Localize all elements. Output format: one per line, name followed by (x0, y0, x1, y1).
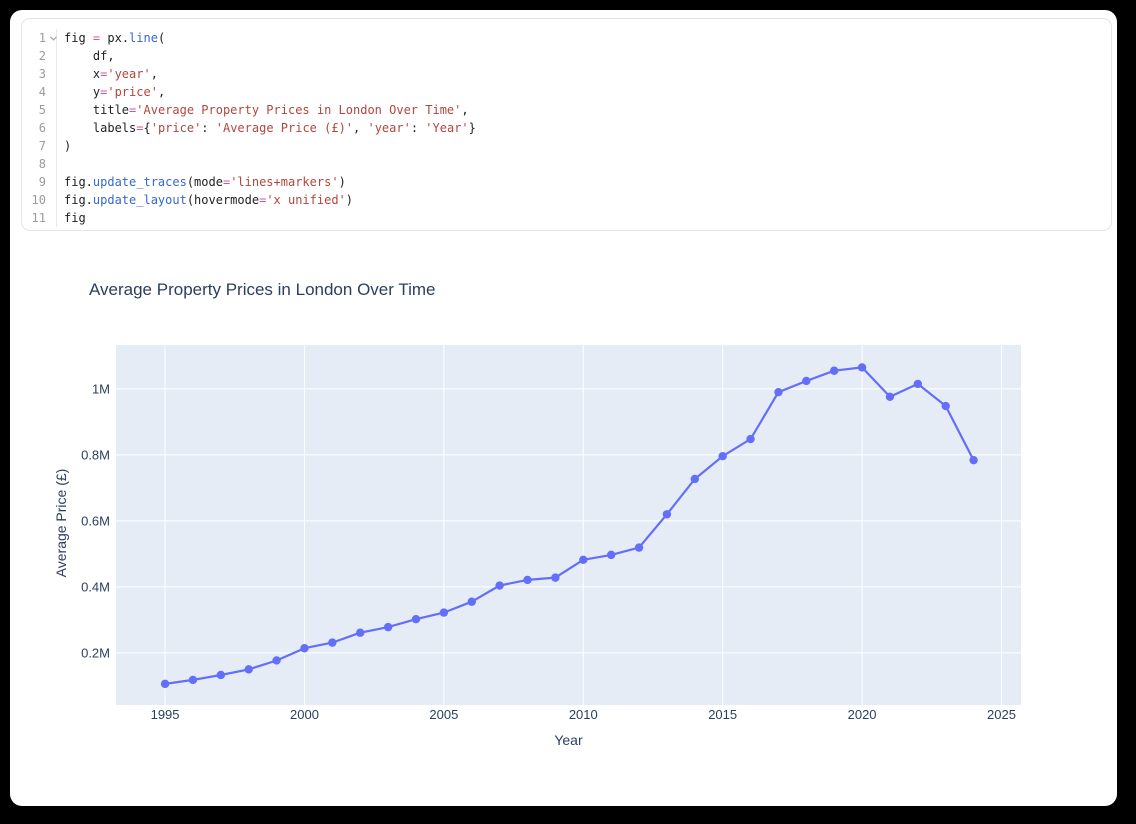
price-line-series[interactable] (164, 366, 975, 686)
y-tick-label: 0.2M (81, 646, 110, 661)
data-point-1995[interactable] (160, 679, 170, 689)
line-number: 10 (22, 191, 57, 209)
data-point-2001[interactable] (328, 638, 337, 647)
data-point-2005[interactable] (439, 608, 449, 617)
data-point-2022[interactable] (913, 379, 923, 389)
data-point-2021[interactable] (885, 392, 895, 402)
line-number: 11 (22, 209, 57, 227)
x-tick-label: 2000 (290, 707, 319, 722)
data-point-2014[interactable] (690, 474, 699, 484)
data-point-2020[interactable] (857, 363, 867, 372)
data-point-2000[interactable] (300, 644, 309, 653)
x-tick-label: 2010 (569, 707, 598, 722)
line-number: 1 (22, 29, 57, 47)
line-number: 9 (22, 173, 57, 191)
x-tick-label: 2005 (429, 707, 458, 722)
x-tick-label: 2025 (987, 707, 1016, 722)
code-line-text: y='price', (64, 85, 166, 99)
data-point-2015[interactable] (718, 452, 727, 461)
data-point-2004[interactable] (411, 615, 421, 624)
chart-title: Average Property Prices in London Over T… (89, 280, 436, 299)
data-point-2009[interactable] (551, 573, 560, 582)
code-line-text: ) (64, 139, 72, 153)
data-point-2003[interactable] (383, 622, 393, 632)
x-tick-label: 2020 (848, 707, 877, 722)
data-point-1999[interactable] (272, 656, 281, 665)
code-line-3: 3 x='year', (22, 65, 1111, 83)
data-point-1996[interactable] (188, 675, 198, 685)
data-point-2018[interactable] (802, 376, 811, 386)
code-line-2: 2 df, (22, 47, 1111, 65)
data-point-2017[interactable] (774, 387, 783, 397)
line-number: 8 (22, 155, 57, 173)
line-number: 2 (22, 47, 57, 65)
code-line-9: 9 fig.update_traces(mode='lines+markers') (22, 173, 1111, 191)
data-point-2002[interactable] (356, 628, 365, 637)
code-line-text: fig = px.line( (64, 31, 166, 45)
line-number: 3 (22, 65, 57, 83)
y-tick-label: 0.6M (81, 514, 110, 529)
line-number: 7 (22, 137, 57, 155)
data-point-2019[interactable] (830, 366, 839, 375)
code-line-text: fig (64, 211, 86, 225)
plot-area[interactable] (116, 345, 1021, 705)
code-cell-editor[interactable]: 1 fig = px.line(2 df, 3 x='year', 4 y='pric… (21, 18, 1112, 231)
code-line-text: fig.update_traces(mode='lines+markers') (64, 175, 346, 189)
data-point-2006[interactable] (467, 597, 476, 606)
code-line-text: labels={'price': 'Average Price (£)', 'y… (64, 121, 476, 135)
code-line-8: 8 (22, 155, 1111, 173)
data-point-2011[interactable] (606, 550, 616, 560)
data-point-2012[interactable] (634, 543, 644, 552)
data-point-1998[interactable] (244, 665, 253, 674)
line-number: 6 (22, 119, 57, 137)
code-line-text: fig.update_layout(hovermode='x unified') (64, 193, 354, 207)
code-line-11: 11 fig (22, 209, 1111, 227)
fold-chevron-icon[interactable] (49, 34, 58, 43)
y-tick-label: 0.8M (81, 448, 110, 463)
data-point-1997[interactable] (216, 670, 226, 680)
code-line-text: title='Average Property Prices in London… (64, 103, 469, 117)
code-line-5: 5 title='Average Property Prices in Lond… (22, 101, 1111, 119)
x-tick-label: 2015 (708, 707, 737, 722)
code-line-4: 4 y='price', (22, 83, 1111, 101)
code-line-text: x='year', (64, 67, 158, 81)
code-line-10: 10 fig.update_layout(hovermode='x unified… (22, 191, 1111, 209)
x-tick-label: 1995 (151, 707, 180, 722)
code-line-6: 6 labels={'price': 'Average Price (£)', … (22, 119, 1111, 137)
data-point-2024[interactable] (969, 455, 978, 465)
code-line-1: 1 fig = px.line( (22, 29, 1111, 47)
x-axis-title: Year (554, 732, 583, 748)
data-point-2007[interactable] (495, 581, 504, 590)
data-point-2016[interactable] (746, 434, 755, 444)
data-point-2010[interactable] (579, 555, 588, 565)
code-line-7: 7) (22, 137, 1111, 155)
line-number: 4 (22, 83, 57, 101)
data-point-2013[interactable] (662, 510, 672, 519)
data-point-2008[interactable] (523, 575, 532, 585)
y-tick-label: 0.4M (81, 580, 110, 595)
data-point-2023[interactable] (941, 401, 950, 411)
code-line-text: df, (64, 49, 115, 63)
line-number: 5 (22, 101, 57, 119)
y-tick-label: 1M (92, 382, 110, 397)
